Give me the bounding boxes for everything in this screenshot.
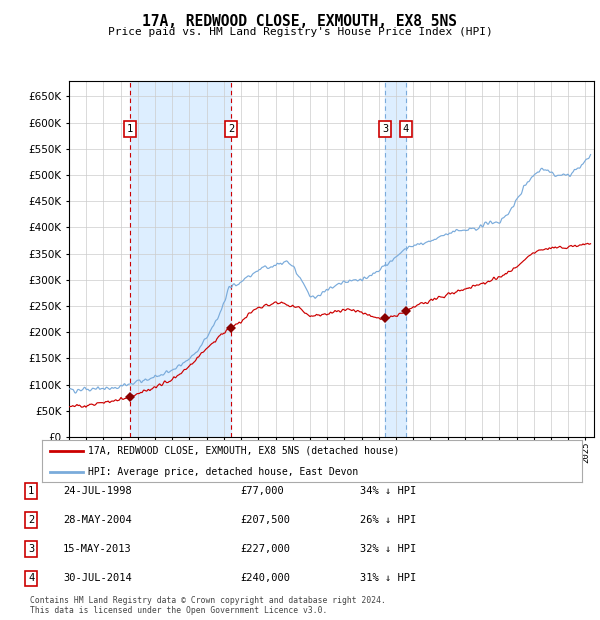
Text: 17A, REDWOOD CLOSE, EXMOUTH, EX8 5NS: 17A, REDWOOD CLOSE, EXMOUTH, EX8 5NS <box>143 14 458 29</box>
Text: 3: 3 <box>382 124 388 134</box>
Bar <box>385 81 406 437</box>
Text: 3: 3 <box>28 544 34 554</box>
Text: HPI: Average price, detached house, East Devon: HPI: Average price, detached house, East… <box>88 467 358 477</box>
Text: £227,000: £227,000 <box>240 544 290 554</box>
Text: 28-MAY-2004: 28-MAY-2004 <box>63 515 132 525</box>
Text: 34% ↓ HPI: 34% ↓ HPI <box>360 486 416 496</box>
Text: 4: 4 <box>28 574 34 583</box>
Bar <box>130 81 231 437</box>
Text: 31% ↓ HPI: 31% ↓ HPI <box>360 574 416 583</box>
Text: 4: 4 <box>403 124 409 134</box>
Text: £77,000: £77,000 <box>240 486 284 496</box>
Text: 15-MAY-2013: 15-MAY-2013 <box>63 544 132 554</box>
Text: 17A, REDWOOD CLOSE, EXMOUTH, EX8 5NS (detached house): 17A, REDWOOD CLOSE, EXMOUTH, EX8 5NS (de… <box>88 446 399 456</box>
Text: 26% ↓ HPI: 26% ↓ HPI <box>360 515 416 525</box>
Text: 2: 2 <box>228 124 234 134</box>
Text: Price paid vs. HM Land Registry's House Price Index (HPI): Price paid vs. HM Land Registry's House … <box>107 27 493 37</box>
Text: 1: 1 <box>127 124 133 134</box>
Text: 30-JUL-2014: 30-JUL-2014 <box>63 574 132 583</box>
Text: 24-JUL-1998: 24-JUL-1998 <box>63 486 132 496</box>
Text: 2: 2 <box>28 515 34 525</box>
Text: £240,000: £240,000 <box>240 574 290 583</box>
Text: Contains HM Land Registry data © Crown copyright and database right 2024.
This d: Contains HM Land Registry data © Crown c… <box>30 596 386 615</box>
Text: 1: 1 <box>28 486 34 496</box>
Text: 32% ↓ HPI: 32% ↓ HPI <box>360 544 416 554</box>
Text: £207,500: £207,500 <box>240 515 290 525</box>
